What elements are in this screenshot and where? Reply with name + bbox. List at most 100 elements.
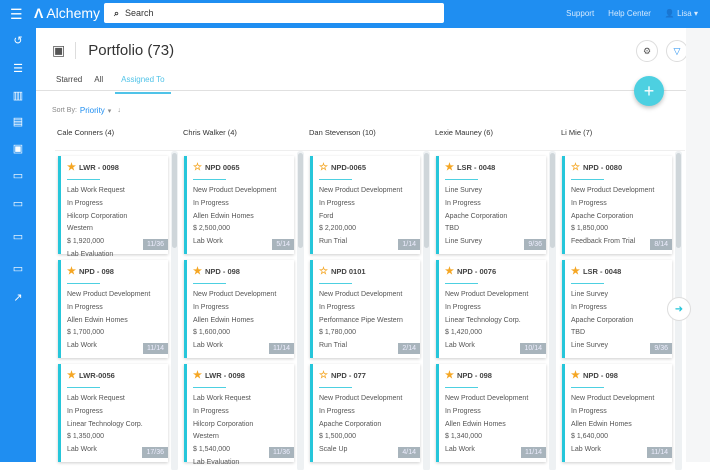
card-field: Apache Corporation: [445, 212, 508, 220]
tab-assigned-to[interactable]: Assigned To: [115, 73, 171, 94]
contact-card-icon[interactable]: ▤: [12, 116, 24, 128]
archive-icon[interactable]: ▣: [12, 143, 24, 155]
column-scrollbar[interactable]: [549, 151, 556, 470]
tab-all[interactable]: All: [94, 75, 104, 84]
project-card[interactable]: ★ NPD - 098 New Product Development In Pro…: [184, 260, 294, 358]
support-link[interactable]: Support: [566, 9, 595, 18]
search-input[interactable]: ⌕ Search: [104, 3, 444, 23]
card-field: In Progress: [193, 303, 229, 311]
project-card[interactable]: ★ LSR - 0048 Line Survey In Progress Apache…: [436, 156, 546, 254]
card-field: Allen Edwin Homes: [193, 212, 254, 220]
column-scrollbar[interactable]: [423, 151, 430, 470]
card-field: Line Survey: [571, 342, 608, 350]
card-field: $ 1,540,000: [193, 446, 230, 454]
card-field: TBD: [445, 225, 459, 233]
column-scrollbar[interactable]: [297, 151, 304, 470]
star-filled-icon[interactable]: ★: [571, 266, 580, 277]
project-card[interactable]: ★ NPD - 098 New Product Development In Pro…: [58, 260, 168, 358]
folder-icon[interactable]: ▭: [12, 263, 24, 275]
card-field: New Product Development: [319, 187, 403, 194]
board-column: Dan Stevenson (10) ☆ NPD-0065 New Product…: [307, 128, 433, 470]
folder-icon[interactable]: ▭: [12, 231, 24, 243]
star-filled-icon[interactable]: ★: [67, 266, 76, 277]
chart-icon[interactable]: ▥: [12, 90, 24, 102]
top-bar: ☰ Λ Alchemy ⌕ Search Support Help Center 👤…: [0, 0, 710, 28]
project-card[interactable]: ★ LWR - 0098 Lab Work Request In Progress H…: [184, 364, 294, 466]
scroll-thumb[interactable]: [298, 153, 303, 248]
progress-badge: 11/14: [143, 343, 168, 354]
card-field: TBD: [571, 329, 585, 337]
divider: [67, 283, 100, 284]
card-field: $ 1,600,000: [193, 329, 230, 337]
add-button[interactable]: +: [634, 76, 664, 106]
star-filled-icon[interactable]: ★: [445, 266, 454, 277]
scroll-thumb[interactable]: [676, 153, 681, 248]
star-filled-icon[interactable]: ★: [67, 370, 76, 381]
sort-dropdown[interactable]: Priority: [79, 106, 105, 115]
logo[interactable]: Λ Alchemy: [34, 5, 101, 21]
scroll-thumb[interactable]: [550, 153, 555, 248]
star-filled-icon[interactable]: ★: [445, 370, 454, 381]
search-icon: ⌕: [114, 7, 120, 18]
card-field: Allen Edwin Homes: [445, 420, 506, 428]
card-field: $ 2,200,000: [319, 225, 356, 233]
project-card[interactable]: ★ LWR-0056 Lab Work Request In Progress Lin…: [58, 364, 168, 462]
progress-badge: 8/14: [650, 239, 672, 250]
star-outline-icon[interactable]: ☆: [319, 370, 328, 381]
trend-icon[interactable]: ↗: [13, 292, 23, 304]
project-card[interactable]: ★ NPD - 098 New Product Development In Pro…: [436, 364, 546, 462]
caret-down-icon[interactable]: ▾: [107, 107, 112, 115]
star-filled-icon[interactable]: ★: [445, 162, 454, 173]
project-card[interactable]: ☆ NPD - 0080 New Product Development In Pr…: [562, 156, 672, 254]
column-scrollbar[interactable]: [171, 151, 178, 470]
card-field: $ 1,350,000: [67, 433, 104, 441]
scroll-thumb[interactable]: [172, 153, 177, 248]
star-filled-icon[interactable]: ★: [571, 370, 580, 381]
progress-badge: 9/36: [524, 239, 546, 250]
settings-button[interactable]: ⚙: [636, 40, 658, 62]
project-card[interactable]: ★ NPD - 0076 New Product Development In Pr…: [436, 260, 546, 358]
project-card[interactable]: ☆ NPD 0101 New Product Development In Prog…: [310, 260, 420, 358]
page-scrollbar[interactable]: [686, 28, 710, 462]
project-card[interactable]: ☆ NPD-0065 New Product Development In Prog…: [310, 156, 420, 254]
folder-icon[interactable]: ▭: [12, 170, 24, 182]
project-card[interactable]: ★ LSR - 0048 Line Survey In Progress Apache…: [562, 260, 672, 358]
filter-button[interactable]: ▽: [666, 40, 688, 62]
card-field: In Progress: [67, 407, 103, 415]
card-field: Hilcorp Corporation: [193, 420, 254, 428]
column-header: Lexie Mauney (6): [435, 128, 493, 137]
star-outline-icon[interactable]: ☆: [571, 162, 580, 173]
card-field: In Progress: [67, 199, 103, 207]
project-card[interactable]: ☆ NPD - 077 New Product Development In Pro…: [310, 364, 420, 462]
star-outline-icon[interactable]: ☆: [319, 162, 328, 173]
divider: [445, 283, 478, 284]
divider: [445, 387, 478, 388]
card-field: New Product Development: [571, 187, 655, 194]
card-field: Ford: [319, 212, 334, 220]
help-center-link[interactable]: Help Center: [608, 9, 651, 18]
next-columns-button[interactable]: ➜: [667, 297, 691, 321]
board-column: Lexie Mauney (6) ★ LSR - 0048 Line Survey…: [433, 128, 559, 470]
star-outline-icon[interactable]: ☆: [193, 162, 202, 173]
hamburger-menu-icon[interactable]: ☰: [10, 6, 23, 22]
sort-control: Sort By: Priority ▾ ↓: [52, 106, 121, 115]
sort-direction-icon[interactable]: ↓: [117, 107, 121, 114]
history-icon[interactable]: ↺: [13, 35, 23, 47]
progress-badge: 11/36: [269, 447, 294, 458]
star-filled-icon[interactable]: ★: [193, 266, 202, 277]
checklist-icon[interactable]: ☰: [13, 63, 23, 75]
star-filled-icon[interactable]: ★: [67, 162, 76, 173]
star-outline-icon[interactable]: ☆: [319, 266, 328, 277]
arrow-right-icon: ➜: [674, 303, 684, 315]
progress-badge: 9/36: [650, 343, 672, 354]
card-field: Line Survey: [445, 238, 482, 246]
user-menu[interactable]: 👤 Lisa ▾: [664, 9, 698, 18]
project-card[interactable]: ☆ NPD 0065 New Product Development In Prog…: [184, 156, 294, 254]
project-card[interactable]: ★ LWR - 0098 Lab Work Request In Progress H…: [58, 156, 168, 258]
tab-starred[interactable]: Starred: [56, 75, 83, 84]
star-filled-icon[interactable]: ★: [193, 370, 202, 381]
card-field: Line Survey: [571, 291, 608, 298]
scroll-thumb[interactable]: [424, 153, 429, 248]
project-card[interactable]: ★ NPD - 098 New Product Development In Pro…: [562, 364, 672, 462]
folder-icon[interactable]: ▭: [12, 198, 24, 210]
